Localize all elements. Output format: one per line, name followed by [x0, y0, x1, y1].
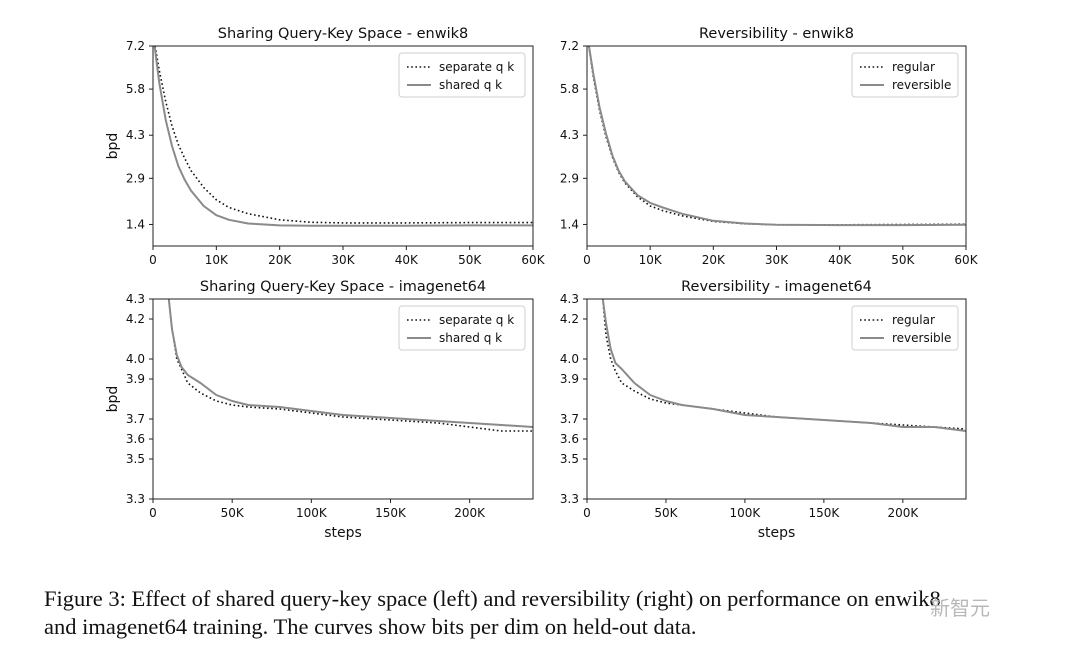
series-line-regular	[587, 46, 966, 226]
y-tick-label: 3.6	[560, 432, 579, 446]
y-tick-label: 3.7	[560, 412, 579, 426]
chart-title: Reversibility - imagenet64	[681, 279, 872, 295]
y-tick-label: 4.3	[126, 128, 145, 142]
y-axis-label: bpd	[105, 133, 121, 160]
y-tick-label: 4.2	[126, 312, 145, 326]
y-tick-label: 4.0	[126, 352, 145, 366]
y-axis-label: bpd	[105, 386, 121, 413]
legend-label: separate q k	[439, 313, 514, 327]
chart-2: Reversibility - enwik8 0 10K 20K 30K 40K 50K 60…	[560, 26, 979, 267]
chart-title: Sharing Query-Key Space - imagenet64	[200, 279, 486, 295]
x-tick-label: 60K	[954, 253, 978, 267]
y-tick-label: 3.5	[126, 452, 145, 466]
x-tick-label: 30K	[765, 253, 789, 267]
x-tick-label: 0	[149, 253, 157, 267]
x-tick-label: 200K	[454, 506, 486, 520]
y-tick-label: 4.0	[560, 352, 579, 366]
figure: Sharing Query-Key Space - enwik8 0 10K 20K 3…	[105, 26, 979, 541]
x-tick-label: 0	[583, 506, 591, 520]
y-tick-label: 5.8	[560, 82, 579, 96]
x-tick-label: 20K	[702, 253, 726, 267]
x-tick-label: 50K	[654, 506, 678, 520]
watermark: 新智元	[930, 596, 990, 620]
figure-caption: Figure 3: Effect of shared query-key spa…	[44, 585, 1044, 641]
chart-title: Reversibility - enwik8	[699, 26, 854, 42]
x-tick-label: 30K	[331, 253, 355, 267]
y-tick-label: 1.4	[126, 217, 145, 231]
y-tick-label: 3.7	[126, 412, 145, 426]
series-line-shared-q-k	[167, 299, 533, 428]
y-tick-label: 4.3	[560, 128, 579, 142]
x-tick-label: 50K	[891, 253, 915, 267]
x-tick-label: 60K	[521, 253, 545, 267]
series-line-reversible	[587, 46, 966, 227]
y-tick-label: 3.9	[126, 372, 145, 386]
x-tick-label: 200K	[887, 506, 919, 520]
y-tick-label: 2.9	[126, 171, 145, 185]
x-tick-label: 50K	[458, 253, 482, 267]
x-tick-label: 100K	[730, 506, 762, 520]
y-tick-label: 1.4	[560, 217, 579, 231]
y-tick-label: 7.2	[126, 39, 145, 53]
x-tick-label: 10K	[205, 253, 229, 267]
x-tick-label: 40K	[395, 253, 419, 267]
series-line-shared-q-k	[153, 46, 533, 227]
y-tick-label: 3.3	[126, 492, 145, 506]
legend-label: shared q k	[439, 78, 502, 92]
series-line-separate-q-k	[154, 46, 533, 224]
series-line-reversible	[601, 299, 966, 432]
x-axis-label: steps	[758, 525, 796, 541]
x-tick-label: 0	[583, 253, 591, 267]
y-tick-label: 4.3	[560, 292, 579, 306]
x-tick-label: 10K	[639, 253, 663, 267]
legend-label: shared q k	[439, 331, 502, 345]
x-tick-label: 100K	[296, 506, 328, 520]
x-axis-label: steps	[324, 525, 362, 541]
chart-4: Reversibility - imagenet64 0 50K 100K 150K 20…	[560, 279, 967, 541]
y-tick-label: 3.9	[560, 372, 579, 386]
y-tick-label: 4.3	[126, 292, 145, 306]
y-tick-label: 4.2	[560, 312, 579, 326]
x-tick-label: 40K	[828, 253, 852, 267]
legend-label: reversible	[892, 78, 951, 92]
chart-1: Sharing Query-Key Space - enwik8 0 10K 20K 3…	[105, 26, 546, 267]
series-line-separate-q-k	[168, 299, 533, 432]
axes-frame	[152, 298, 534, 500]
y-tick-label: 3.3	[560, 492, 579, 506]
caption-line-2: and imagenet64 training. The curves show…	[44, 614, 697, 639]
x-tick-label: 20K	[268, 253, 292, 267]
x-tick-label: 50K	[221, 506, 245, 520]
x-tick-label: 150K	[808, 506, 840, 520]
y-tick-label: 7.2	[560, 39, 579, 53]
chart-title: Sharing Query-Key Space - enwik8	[218, 26, 468, 42]
legend-label: separate q k	[439, 60, 514, 74]
axes-frame	[586, 298, 967, 500]
caption-line-1: Figure 3: Effect of shared query-key spa…	[44, 586, 941, 611]
x-tick-label: 150K	[375, 506, 407, 520]
chart-3: Sharing Query-Key Space - imagenet64 0 50K…	[105, 279, 534, 541]
legend-label: reversible	[892, 331, 951, 345]
y-tick-label: 5.8	[126, 82, 145, 96]
y-tick-label: 3.6	[126, 432, 145, 446]
legend-label: regular	[892, 313, 935, 327]
x-tick-label: 0	[149, 506, 157, 520]
y-tick-label: 2.9	[560, 171, 579, 185]
legend-label: regular	[892, 60, 935, 74]
y-tick-label: 3.5	[560, 452, 579, 466]
